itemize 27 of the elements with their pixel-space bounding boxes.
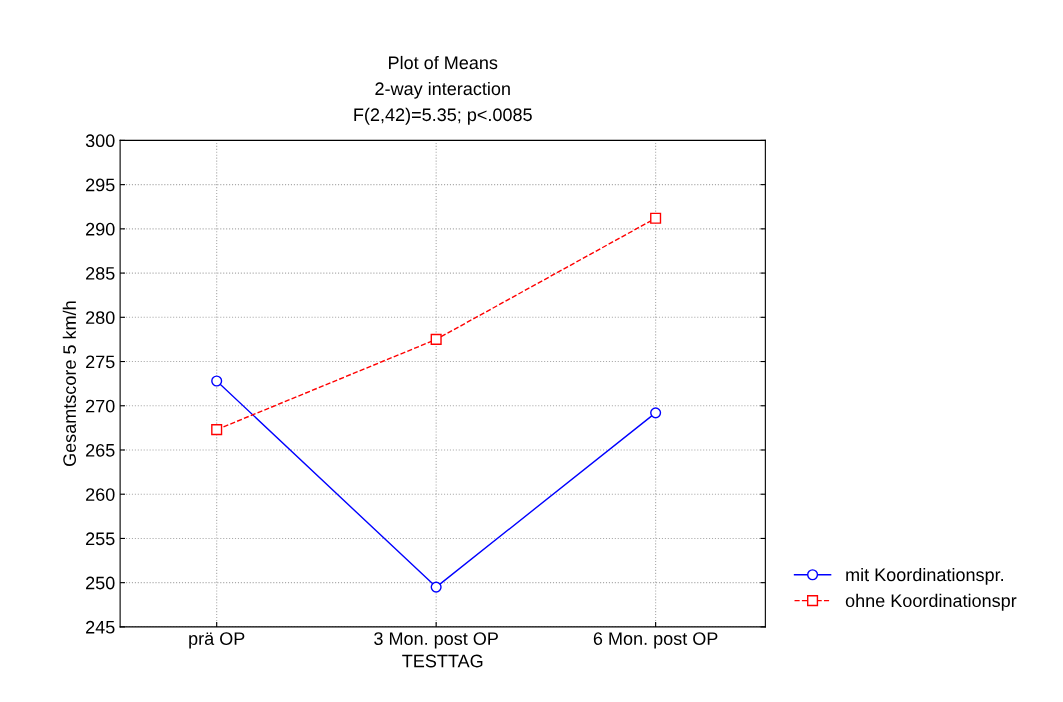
y-axis-title: Gesamtscore 5 km/h: [62, 301, 77, 467]
y-tick-label: 245: [86, 620, 115, 634]
y-tick-label: 260: [86, 488, 115, 501]
y-tick-label: 295: [86, 178, 115, 192]
chart-subtitle: 2-way interaction F(2,42)=5.35; p<.0085: [354, 81, 532, 125]
point: [650, 407, 662, 419]
y-tick-label: 300: [85, 134, 115, 148]
point: [430, 333, 442, 345]
y-tick-label: 285: [86, 267, 115, 280]
y-tick-label: 290: [86, 222, 115, 236]
y-tick-label: 265: [86, 443, 115, 457]
point: [430, 581, 442, 593]
legend-label: ohne Koordinationspr: [845, 593, 1017, 611]
y-tick-label: 270: [86, 399, 115, 413]
x-tick-label: 6 Mon. post OP: [593, 632, 718, 649]
chart-title: Plot of Means: [389, 55, 498, 70]
y-tick-label: 255: [86, 532, 115, 546]
x-tick-label: 3 Mon. post OP: [374, 632, 498, 649]
y-tick-label: 280: [86, 311, 115, 325]
point: [211, 424, 223, 436]
y-tick-label: 250: [86, 576, 115, 590]
y-tick-label: 275: [86, 355, 115, 369]
x-tick-label: prä OP: [189, 632, 245, 649]
point: [650, 212, 662, 224]
point: [211, 375, 223, 387]
x-axis-title: TESTTAG: [402, 654, 483, 668]
legend-label: mit Koordinationspr.: [846, 567, 1003, 585]
